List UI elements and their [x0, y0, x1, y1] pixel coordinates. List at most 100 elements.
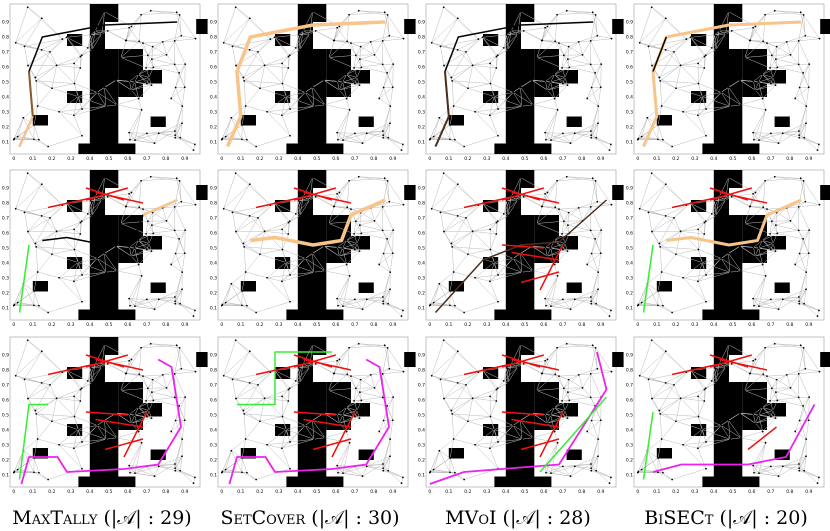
y-tick-label: 0.9: [626, 186, 633, 192]
roadmap-edge: [433, 450, 440, 470]
roadmap-node: [150, 250, 153, 253]
roadmap-edge: [778, 296, 800, 310]
roadmap-edge: [544, 132, 547, 140]
roadmap-edge: [361, 400, 388, 407]
roadmap-edge: [387, 347, 390, 369]
path: [250, 198, 386, 247]
roadmap-edge: [769, 59, 777, 69]
roadmap-edge: [568, 207, 579, 213]
roadmap-node: [224, 468, 227, 471]
x-tick-label: 0.5: [105, 489, 112, 495]
roadmap-edge: [430, 138, 450, 140]
roadmap-edge: [312, 87, 326, 105]
roadmap-node: [816, 315, 819, 318]
roadmap-edge: [682, 111, 707, 136]
roadmap-edge: [107, 27, 130, 32]
roadmap-node: [184, 229, 187, 232]
roadmap-edge: [755, 255, 763, 265]
roadmap-edge: [274, 370, 296, 382]
roadmap-edge: [349, 12, 385, 16]
x-tick-label: 0.1: [653, 156, 660, 162]
roadmap-edge: [66, 203, 88, 215]
roadmap-edge: [249, 382, 265, 399]
roadmap-edge: [171, 420, 185, 432]
roadmap-edge: [285, 262, 314, 273]
roadmap-node: [165, 53, 168, 56]
roadmap-node: [55, 230, 58, 233]
roadmap-node: [609, 476, 612, 479]
roadmap-node: [125, 372, 128, 375]
roadmap-edge: [591, 253, 599, 273]
roadmap-edge: [37, 438, 60, 446]
roadmap-edge: [309, 344, 313, 367]
roadmap-edge: [798, 368, 806, 375]
roadmap-edge: [312, 253, 315, 273]
roadmap-node: [430, 41, 433, 44]
roadmap-edge: [353, 221, 357, 234]
roadmap-edge: [561, 221, 565, 234]
path: [18, 403, 48, 480]
roadmap-edge: [175, 289, 183, 304]
roadmap-edge: [336, 298, 339, 306]
roadmap-node: [145, 415, 148, 418]
roadmap-edge: [753, 240, 763, 248]
roadmap-edge: [464, 135, 499, 147]
roadmap-node: [640, 135, 643, 138]
roadmap-edge: [176, 178, 182, 202]
roadmap-edge: [146, 466, 155, 477]
roadmap-edge: [805, 368, 820, 372]
roadmap-edge: [697, 92, 722, 116]
roadmap-edge: [66, 34, 91, 38]
roadmap-edge: [799, 405, 804, 421]
roadmap-node: [382, 300, 385, 303]
roadmap-node: [145, 232, 147, 235]
roadmap-node: [727, 419, 730, 422]
x-tick-label: 0: [12, 322, 15, 328]
roadmap-edge: [37, 254, 53, 273]
roadmap-edge: [259, 65, 265, 89]
roadmap-edge: [134, 407, 139, 416]
roadmap-edge: [489, 429, 495, 449]
roadmap-edge: [802, 396, 810, 407]
roadmap-edge: [77, 262, 106, 273]
y-tick-label: 0.9: [210, 353, 217, 359]
roadmap-node: [465, 50, 467, 53]
path: [20, 358, 182, 485]
roadmap-edge: [241, 457, 248, 473]
roadmap-edge: [162, 207, 167, 221]
roadmap-node: [773, 9, 776, 12]
roadmap-edge: [802, 229, 810, 240]
roadmap-node: [304, 91, 307, 94]
roadmap-edge: [430, 117, 440, 139]
roadmap-edge: [145, 225, 153, 235]
path: [642, 411, 654, 480]
roadmap-edge: [74, 416, 79, 430]
roadmap-edge: [131, 249, 147, 257]
roadmap-node: [386, 180, 389, 182]
roadmap-edge: [775, 220, 791, 226]
roadmap-edge: [175, 64, 186, 88]
roadmap-node: [802, 347, 805, 349]
roadmap-node: [402, 203, 405, 206]
roadmap-edge: [48, 468, 83, 480]
roadmap-node: [341, 81, 344, 84]
roadmap-edge: [179, 456, 183, 471]
roadmap-edge: [590, 40, 602, 65]
path: [95, 191, 144, 204]
roadmap-edge: [550, 407, 555, 416]
roadmap-node: [519, 86, 522, 89]
roadmap-edge: [282, 233, 289, 250]
roadmap-edge: [475, 108, 499, 113]
roadmap-node: [496, 220, 499, 223]
roadmap-node: [181, 288, 183, 291]
roadmap-node: [452, 105, 455, 107]
path: [719, 191, 768, 204]
roadmap-edge: [107, 363, 127, 374]
roadmap-node: [244, 105, 247, 107]
roadmap-edge: [762, 74, 774, 78]
roadmap-node: [348, 13, 351, 16]
roadmap-edge: [728, 79, 741, 88]
roadmap-edge: [359, 59, 362, 68]
roadmap-edge: [51, 83, 75, 89]
roadmap-edge: [657, 124, 664, 140]
